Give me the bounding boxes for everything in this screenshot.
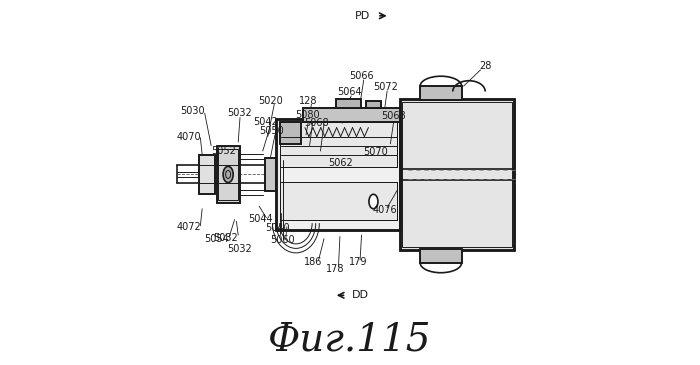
Bar — [420, 249, 462, 263]
Bar — [335, 99, 361, 108]
Text: 5070: 5070 — [363, 147, 389, 157]
Text: 5068: 5068 — [304, 118, 329, 128]
Bar — [276, 119, 400, 230]
Text: 178: 178 — [326, 264, 344, 274]
Ellipse shape — [369, 194, 378, 209]
Text: 179: 179 — [349, 257, 368, 267]
Bar — [400, 99, 514, 250]
Text: 5080: 5080 — [295, 110, 320, 120]
Bar — [400, 99, 514, 250]
Text: 5040: 5040 — [265, 223, 290, 233]
Text: 4076: 4076 — [373, 205, 398, 215]
Bar — [218, 149, 238, 200]
Text: Фиг.115: Фиг.115 — [268, 322, 432, 359]
Bar — [265, 158, 276, 191]
Text: 5020: 5020 — [258, 96, 283, 105]
Bar — [280, 122, 397, 167]
Text: 5050: 5050 — [259, 126, 284, 136]
Bar — [216, 146, 240, 203]
Text: 5064: 5064 — [337, 87, 362, 97]
Text: 5042: 5042 — [253, 117, 278, 127]
Text: 5044: 5044 — [248, 214, 273, 224]
Bar — [280, 122, 301, 144]
Text: 5072: 5072 — [373, 82, 398, 92]
Bar — [265, 158, 276, 191]
Bar — [402, 102, 512, 247]
Bar — [280, 182, 397, 219]
Text: 28: 28 — [479, 61, 491, 71]
Bar — [420, 86, 462, 100]
Bar — [199, 155, 215, 194]
Bar — [280, 122, 397, 167]
Bar — [216, 146, 240, 203]
Text: 5032: 5032 — [214, 233, 238, 243]
Bar — [276, 119, 400, 230]
Ellipse shape — [223, 166, 233, 182]
Bar — [280, 122, 301, 144]
Text: 5062: 5062 — [328, 158, 354, 168]
Text: 5054: 5054 — [204, 234, 229, 244]
Bar — [199, 155, 215, 194]
Text: 128: 128 — [299, 96, 317, 105]
Bar — [366, 100, 381, 108]
Text: 5032: 5032 — [228, 245, 253, 254]
Text: 4072: 4072 — [176, 222, 201, 232]
Text: DD: DD — [352, 290, 369, 300]
Text: 4070: 4070 — [176, 132, 201, 142]
Text: 5052: 5052 — [211, 146, 236, 156]
Bar — [420, 249, 462, 263]
Text: 5060: 5060 — [270, 235, 295, 245]
Text: 5030: 5030 — [180, 106, 204, 116]
Bar — [280, 182, 397, 219]
Text: 5066: 5066 — [349, 72, 375, 81]
Text: PD: PD — [355, 11, 370, 21]
Bar — [303, 108, 400, 122]
Text: 186: 186 — [304, 257, 323, 267]
Bar — [366, 100, 381, 108]
Bar — [303, 108, 400, 122]
Bar — [420, 86, 462, 100]
Bar — [335, 99, 361, 108]
Text: 5068: 5068 — [382, 111, 406, 121]
Text: 5032: 5032 — [228, 108, 253, 118]
